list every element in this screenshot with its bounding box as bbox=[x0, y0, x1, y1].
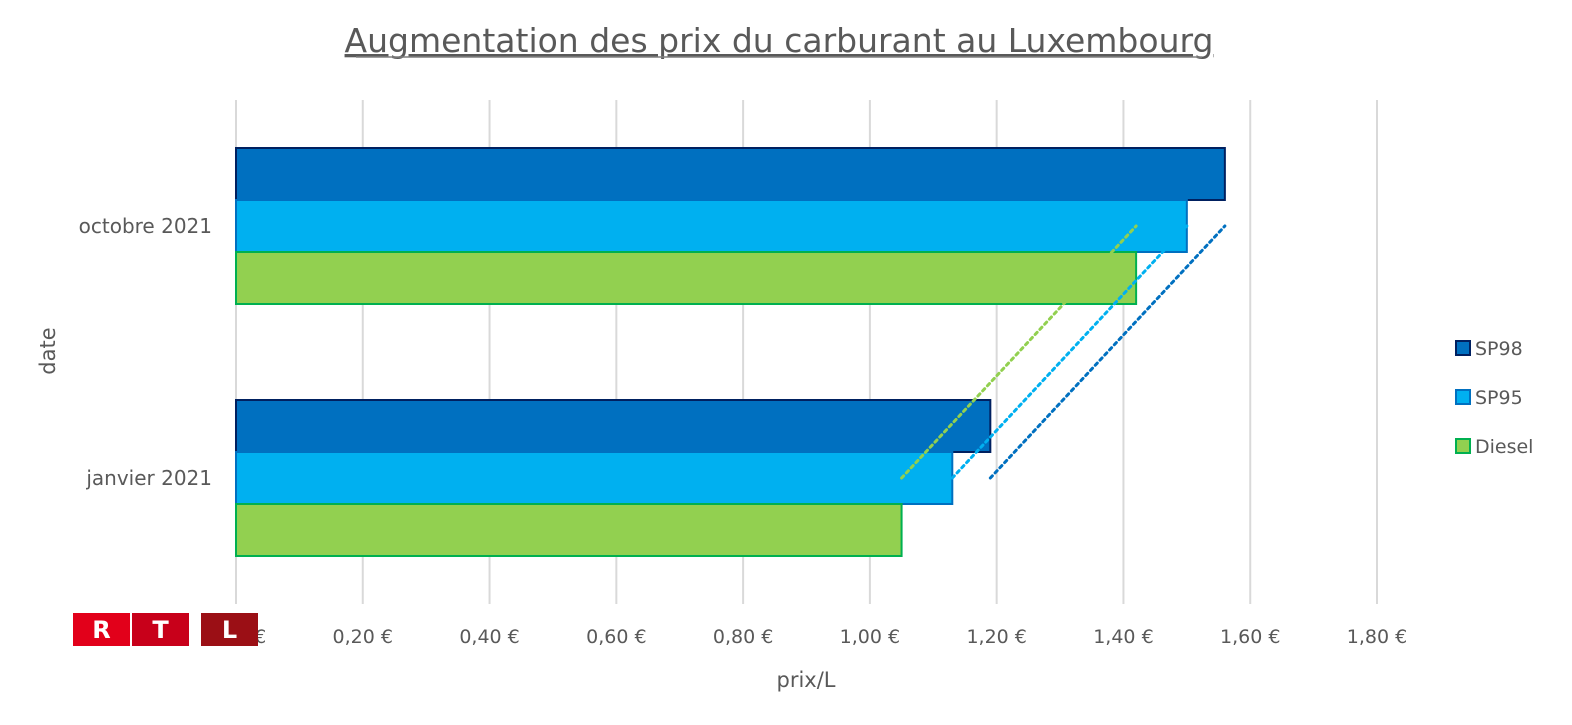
legend-label-sp98: SP98 bbox=[1475, 338, 1523, 360]
bar-diesel bbox=[235, 251, 1138, 305]
x-tick-labels: 0,00 €0,20 €0,40 €0,60 €0,80 €1,00 €1,20… bbox=[206, 626, 1407, 648]
bar-sp98 bbox=[235, 399, 992, 453]
bar-diesel bbox=[235, 503, 903, 557]
logo-letter-r: R bbox=[73, 613, 130, 646]
legend-label-diesel: Diesel bbox=[1475, 436, 1533, 458]
x-tick-label: 0,40 € bbox=[459, 626, 519, 648]
x-tick-label: 1,00 € bbox=[840, 626, 900, 648]
logo-letter-t: T bbox=[132, 613, 189, 646]
legend-swatch-sp98 bbox=[1455, 340, 1471, 356]
bar-sp95 bbox=[235, 199, 1188, 253]
y-category-label: janvier 2021 bbox=[85, 466, 212, 490]
x-tick-label: 1,20 € bbox=[966, 626, 1026, 648]
x-axis-title: prix/L bbox=[776, 668, 835, 692]
legend-label-sp95: SP95 bbox=[1475, 387, 1523, 409]
trendline-diesel bbox=[900, 224, 1138, 480]
bar-sp98 bbox=[235, 147, 1226, 201]
y-axis-title: date bbox=[36, 327, 60, 374]
trendline-sp98 bbox=[988, 224, 1227, 480]
logo-letter-l: L bbox=[201, 613, 258, 646]
bar-sp95 bbox=[235, 451, 954, 505]
x-tick-label: 0,20 € bbox=[333, 626, 393, 648]
x-tick-label: 1,80 € bbox=[1347, 626, 1407, 648]
trendline-sp95 bbox=[950, 224, 1189, 480]
legend-swatch-sp95 bbox=[1455, 389, 1471, 405]
x-tick-label: 0,80 € bbox=[713, 626, 773, 648]
trendlines bbox=[900, 224, 1227, 480]
legend: SP98 SP95 Diesel bbox=[1455, 338, 1533, 458]
legend-swatch-diesel bbox=[1455, 438, 1471, 454]
chart-title: Augmentation des prix du carburant au Lu… bbox=[345, 21, 1214, 60]
x-tick-label: 0,60 € bbox=[586, 626, 646, 648]
category-labels: janvier 2021 octobre 2021 bbox=[79, 214, 212, 490]
bars bbox=[235, 147, 1226, 557]
x-tick-label: 1,40 € bbox=[1093, 626, 1153, 648]
y-category-label: octobre 2021 bbox=[79, 214, 212, 238]
x-tick-label: 1,60 € bbox=[1220, 626, 1280, 648]
